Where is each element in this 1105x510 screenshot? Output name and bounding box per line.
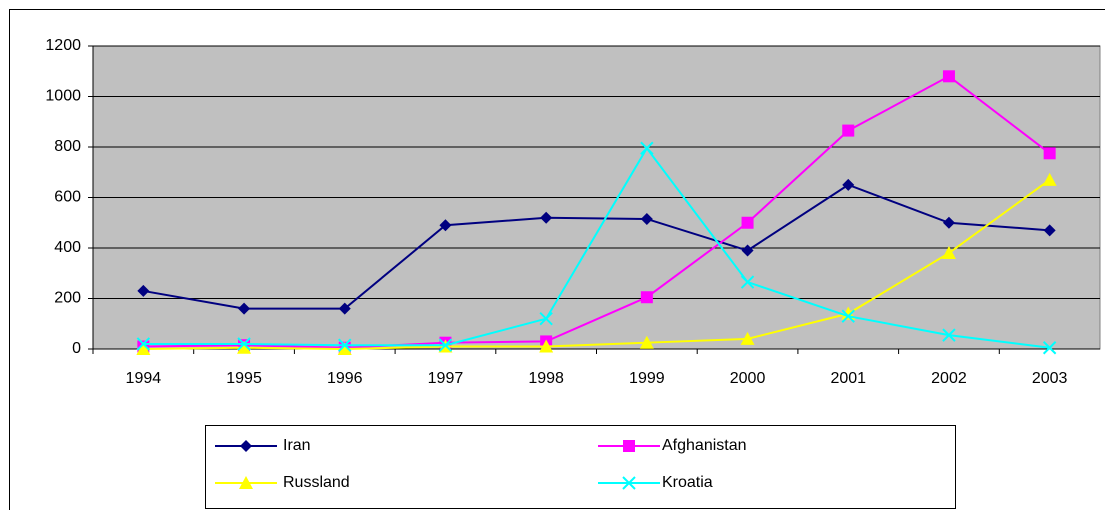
data-point — [942, 70, 955, 83]
legend-marker — [622, 476, 636, 490]
y-tick-label: 1000 — [45, 88, 81, 105]
legend-marker — [240, 440, 252, 452]
y-tick-label: 0 — [72, 340, 81, 357]
y-tick-label: 200 — [54, 290, 81, 307]
data-point — [136, 337, 151, 351]
data-point — [1042, 172, 1057, 186]
x-tick-label: 1994 — [126, 370, 162, 387]
data-point — [841, 309, 855, 323]
data-point — [338, 302, 351, 315]
data-point — [540, 211, 553, 224]
data-point — [1042, 341, 1057, 355]
data-point — [640, 212, 653, 225]
data-point — [539, 311, 553, 326]
data-point — [842, 124, 855, 137]
data-point — [942, 216, 955, 229]
legend — [205, 425, 956, 509]
x-tick-label: 1997 — [428, 370, 464, 387]
data-point — [639, 335, 654, 349]
series-line — [143, 146, 1050, 349]
data-point — [136, 342, 151, 355]
data-point — [941, 246, 956, 260]
series-line — [143, 183, 1050, 310]
legend-label: Iran — [283, 437, 311, 454]
data-point — [337, 342, 352, 355]
data-point — [238, 302, 251, 315]
data-point — [640, 141, 654, 155]
x-tick-label: 1995 — [226, 370, 262, 387]
data-point — [237, 340, 252, 354]
legend-marker — [239, 476, 253, 489]
data-point — [741, 244, 754, 257]
data-point — [237, 337, 251, 351]
x-tick-label: 2001 — [830, 370, 866, 387]
x-tick-label: 1996 — [327, 370, 363, 387]
data-point — [539, 339, 554, 353]
legend-label: Afghanistan — [662, 437, 747, 454]
series-line — [143, 75, 1051, 349]
x-tick-label: 2000 — [730, 370, 766, 387]
y-tick-label: 800 — [54, 138, 81, 155]
x-tick-label: 2003 — [1032, 370, 1068, 387]
legend-label: Russland — [283, 474, 350, 491]
legend-marker — [623, 440, 635, 452]
data-point — [1043, 224, 1056, 237]
data-point — [439, 219, 452, 232]
data-point — [741, 216, 754, 229]
x-tick-label: 1999 — [629, 370, 665, 387]
data-point — [137, 284, 150, 297]
x-tick-label: 1998 — [528, 370, 564, 387]
y-tick-label: 400 — [54, 239, 81, 256]
data-point — [942, 328, 956, 342]
data-point — [842, 178, 855, 191]
legend-label: Kroatia — [662, 474, 713, 491]
data-point — [740, 275, 755, 289]
data-point — [438, 338, 453, 352]
data-point — [1043, 147, 1056, 160]
data-point — [740, 331, 755, 345]
x-tick-label: 2002 — [931, 370, 967, 387]
y-tick-label: 1200 — [45, 37, 81, 54]
y-tick-label: 600 — [54, 189, 81, 206]
data-point — [338, 338, 352, 352]
series-line — [143, 179, 1051, 351]
data-point — [640, 291, 653, 304]
